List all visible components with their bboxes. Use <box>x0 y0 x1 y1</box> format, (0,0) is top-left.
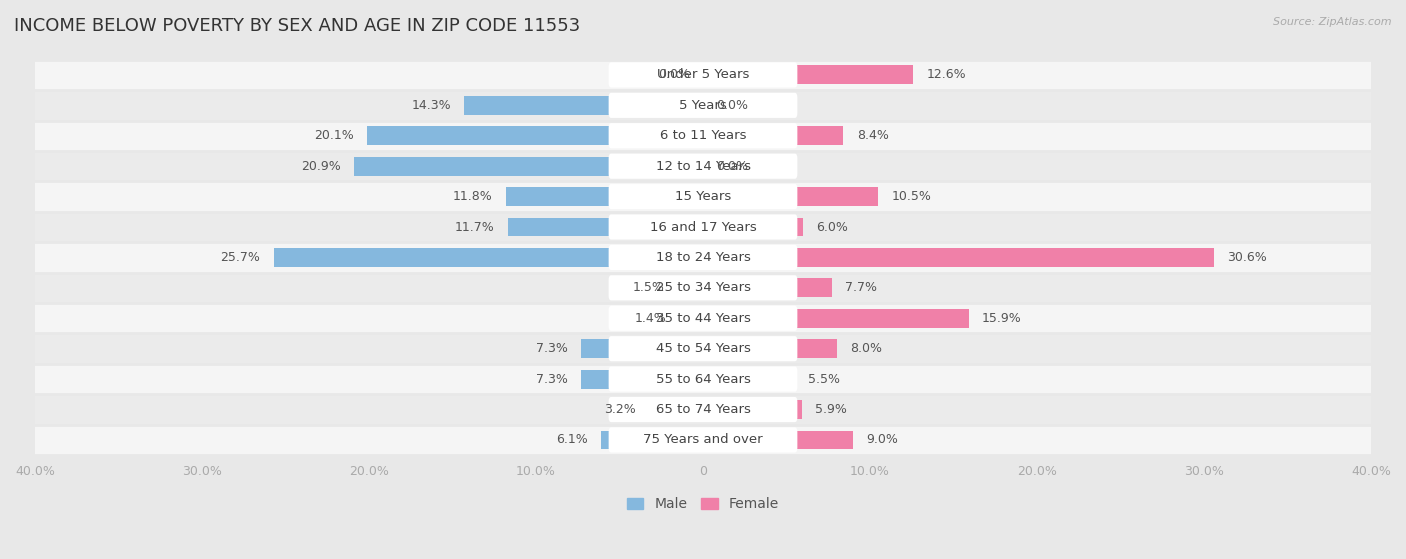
Text: 14.3%: 14.3% <box>411 99 451 112</box>
Bar <box>506 187 703 206</box>
Bar <box>678 278 703 297</box>
FancyBboxPatch shape <box>35 121 1371 151</box>
Text: INCOME BELOW POVERTY BY SEX AND AGE IN ZIP CODE 11553: INCOME BELOW POVERTY BY SEX AND AGE IN Z… <box>14 17 581 35</box>
FancyBboxPatch shape <box>609 93 797 118</box>
Bar <box>602 430 703 449</box>
Bar <box>581 369 703 389</box>
Bar <box>703 187 879 206</box>
Bar <box>703 339 837 358</box>
Text: 7.3%: 7.3% <box>536 342 568 355</box>
Text: 3.2%: 3.2% <box>605 403 636 416</box>
FancyBboxPatch shape <box>35 273 1371 303</box>
Text: 18 to 24 Years: 18 to 24 Years <box>655 251 751 264</box>
Text: 15 Years: 15 Years <box>675 190 731 203</box>
Text: 1.5%: 1.5% <box>633 281 665 295</box>
Bar <box>703 65 914 84</box>
Text: 1.4%: 1.4% <box>634 312 666 325</box>
Text: 10.5%: 10.5% <box>891 190 932 203</box>
FancyBboxPatch shape <box>609 428 797 453</box>
FancyBboxPatch shape <box>35 212 1371 242</box>
FancyBboxPatch shape <box>35 151 1371 181</box>
Bar <box>703 400 801 419</box>
Bar <box>354 157 703 176</box>
FancyBboxPatch shape <box>609 154 797 179</box>
Text: 55 to 64 Years: 55 to 64 Years <box>655 373 751 386</box>
Text: 0.0%: 0.0% <box>717 160 748 173</box>
FancyBboxPatch shape <box>35 181 1371 212</box>
Bar <box>464 96 703 115</box>
Text: 12 to 14 Years: 12 to 14 Years <box>655 160 751 173</box>
FancyBboxPatch shape <box>35 60 1371 90</box>
Text: 5.9%: 5.9% <box>815 403 846 416</box>
FancyBboxPatch shape <box>609 123 797 148</box>
Bar <box>508 217 703 236</box>
FancyBboxPatch shape <box>609 63 797 88</box>
Bar <box>703 126 844 145</box>
Text: Source: ZipAtlas.com: Source: ZipAtlas.com <box>1274 17 1392 27</box>
Text: 45 to 54 Years: 45 to 54 Years <box>655 342 751 355</box>
Text: 6 to 11 Years: 6 to 11 Years <box>659 129 747 142</box>
FancyBboxPatch shape <box>609 275 797 300</box>
FancyBboxPatch shape <box>35 425 1371 455</box>
Text: 7.3%: 7.3% <box>536 373 568 386</box>
Text: 75 Years and over: 75 Years and over <box>643 433 763 447</box>
Text: Under 5 Years: Under 5 Years <box>657 68 749 82</box>
Text: 0.0%: 0.0% <box>717 99 748 112</box>
Text: 11.7%: 11.7% <box>454 220 495 234</box>
Text: 16 and 17 Years: 16 and 17 Years <box>650 220 756 234</box>
Text: 25 to 34 Years: 25 to 34 Years <box>655 281 751 295</box>
Text: 7.7%: 7.7% <box>845 281 877 295</box>
Text: 5.5%: 5.5% <box>808 373 841 386</box>
Text: 8.4%: 8.4% <box>856 129 889 142</box>
Bar <box>581 339 703 358</box>
Bar <box>679 309 703 328</box>
Text: 0.0%: 0.0% <box>658 68 689 82</box>
FancyBboxPatch shape <box>609 397 797 422</box>
FancyBboxPatch shape <box>609 336 797 361</box>
Text: 11.8%: 11.8% <box>453 190 492 203</box>
Text: 20.9%: 20.9% <box>301 160 340 173</box>
FancyBboxPatch shape <box>35 303 1371 334</box>
FancyBboxPatch shape <box>609 367 797 392</box>
Text: 30.6%: 30.6% <box>1227 251 1267 264</box>
Legend: Male, Female: Male, Female <box>621 492 785 517</box>
FancyBboxPatch shape <box>609 215 797 240</box>
Text: 12.6%: 12.6% <box>927 68 966 82</box>
Text: 35 to 44 Years: 35 to 44 Years <box>655 312 751 325</box>
Bar <box>703 217 803 236</box>
Text: 6.1%: 6.1% <box>555 433 588 447</box>
Text: 5 Years: 5 Years <box>679 99 727 112</box>
FancyBboxPatch shape <box>35 364 1371 394</box>
Bar <box>274 248 703 267</box>
FancyBboxPatch shape <box>609 245 797 270</box>
Text: 65 to 74 Years: 65 to 74 Years <box>655 403 751 416</box>
FancyBboxPatch shape <box>35 334 1371 364</box>
Bar <box>703 309 969 328</box>
Text: 25.7%: 25.7% <box>221 251 260 264</box>
FancyBboxPatch shape <box>35 242 1371 273</box>
FancyBboxPatch shape <box>35 394 1371 425</box>
Bar <box>650 400 703 419</box>
Text: 9.0%: 9.0% <box>866 433 898 447</box>
FancyBboxPatch shape <box>609 306 797 331</box>
Bar <box>703 369 794 389</box>
Text: 6.0%: 6.0% <box>817 220 848 234</box>
Bar <box>703 430 853 449</box>
FancyBboxPatch shape <box>609 184 797 209</box>
Text: 20.1%: 20.1% <box>314 129 354 142</box>
FancyBboxPatch shape <box>35 90 1371 121</box>
Bar <box>367 126 703 145</box>
Bar <box>703 248 1213 267</box>
Text: 15.9%: 15.9% <box>981 312 1022 325</box>
Bar <box>703 278 831 297</box>
Text: 8.0%: 8.0% <box>851 342 882 355</box>
